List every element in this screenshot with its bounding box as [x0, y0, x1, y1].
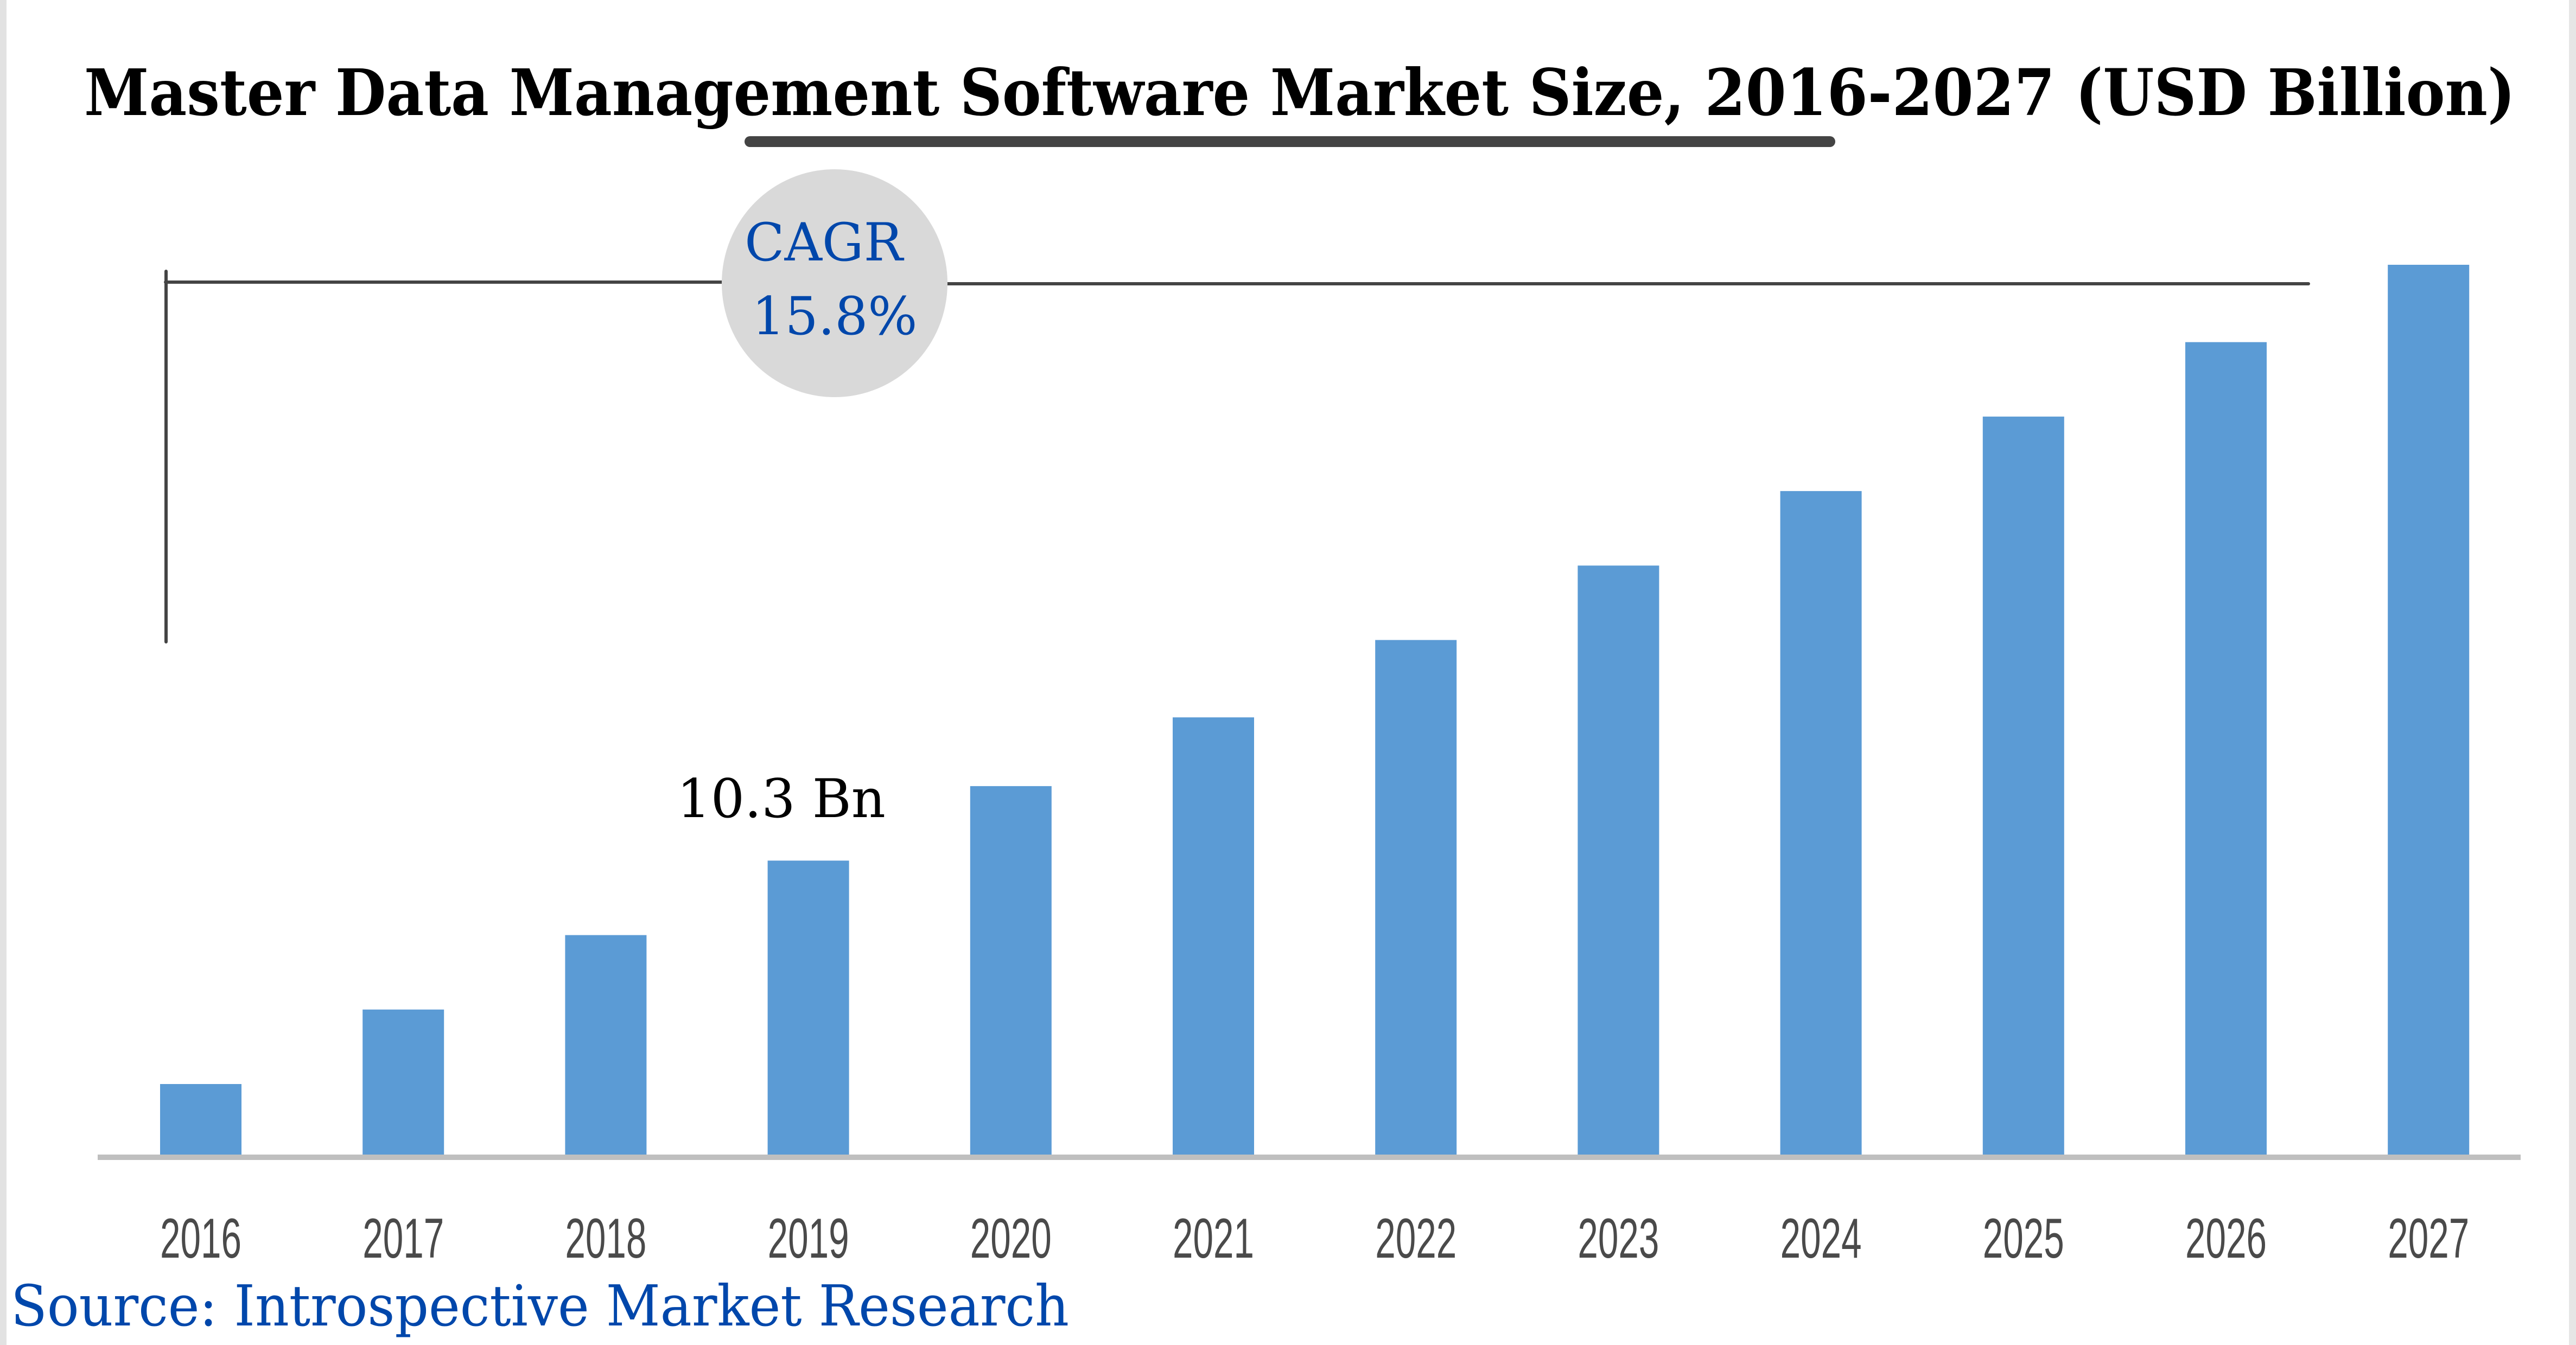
x-tick-label-2019: 2019 — [768, 1207, 849, 1270]
bar-2026 — [2185, 342, 2267, 1156]
data-label-2019: 10.3 Bn — [677, 768, 886, 830]
x-axis-tick-labels: 2016 2017 2018 2019 2020 2021 2022 2023 2024 2025… — [160, 1207, 2469, 1270]
bar-2027 — [2388, 265, 2470, 1156]
bar-2024 — [1780, 491, 1862, 1156]
cagr-label: CAGR — [745, 212, 904, 273]
chart-title: Master Data Management Software Market S… — [84, 55, 2515, 130]
cagr-badge — [722, 169, 947, 397]
x-tick-label-2025: 2025 — [1983, 1207, 2064, 1270]
left-border — [0, 0, 7, 1345]
bar-2017 — [362, 1009, 444, 1156]
bar-2016 — [160, 1084, 241, 1156]
bar-2019 — [767, 860, 849, 1156]
x-axis-line — [98, 1155, 2521, 1160]
x-tick-label-2017: 2017 — [362, 1207, 444, 1270]
bar-2021 — [1173, 717, 1254, 1156]
x-tick-label-2016: 2016 — [160, 1207, 241, 1270]
bar-2023 — [1578, 565, 1659, 1156]
bar-2022 — [1375, 640, 1457, 1156]
x-tick-label-2027: 2027 — [2388, 1207, 2469, 1270]
title-underline — [745, 136, 1835, 147]
cagr-value: 15.8% — [752, 286, 918, 347]
bar-2025 — [1982, 416, 2064, 1156]
x-tick-label-2024: 2024 — [1780, 1207, 1862, 1270]
x-tick-label-2026: 2026 — [2185, 1207, 2267, 1270]
x-tick-label-2022: 2022 — [1375, 1207, 1456, 1270]
x-tick-label-2021: 2021 — [1173, 1207, 1254, 1270]
x-tick-label-2020: 2020 — [970, 1207, 1052, 1270]
data-annotations: 10.3 Bn — [677, 768, 886, 830]
x-tick-label-2018: 2018 — [565, 1207, 646, 1270]
bar-series — [160, 265, 2470, 1156]
x-tick-label-2023: 2023 — [1578, 1207, 1659, 1270]
bar-2020 — [970, 786, 1052, 1156]
bar-2018 — [565, 935, 647, 1156]
source-note: Source: Introspective Market Research — [11, 1273, 1069, 1339]
right-border — [2569, 0, 2576, 1345]
